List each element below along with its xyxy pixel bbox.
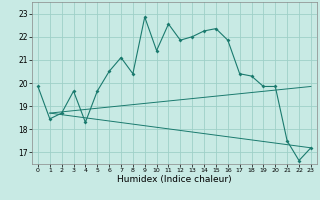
X-axis label: Humidex (Indice chaleur): Humidex (Indice chaleur) [117, 175, 232, 184]
